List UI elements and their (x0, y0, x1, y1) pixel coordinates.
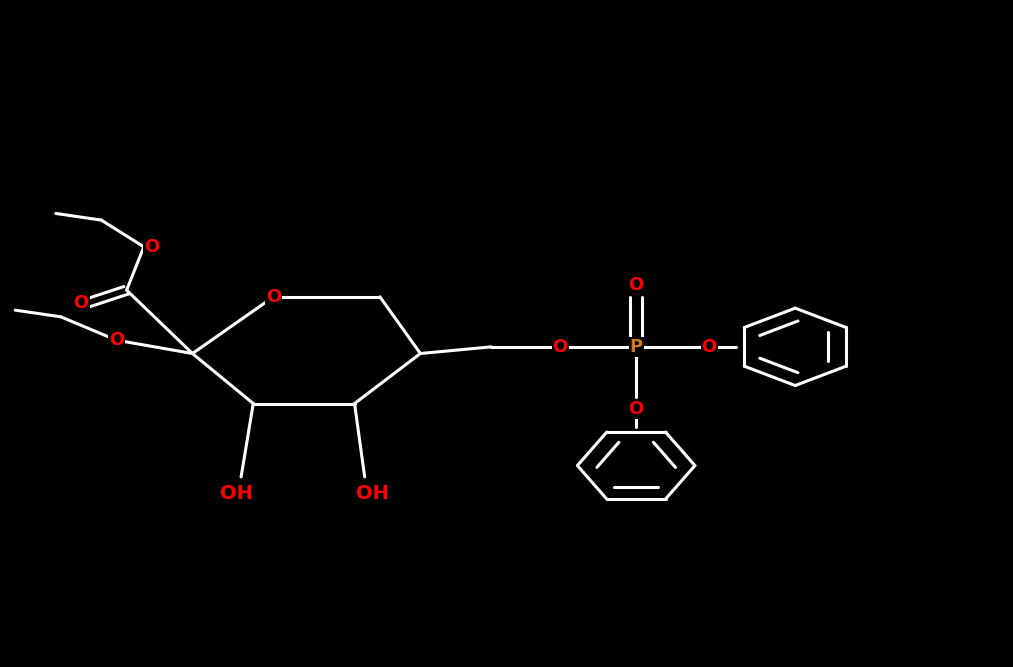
Text: O: O (265, 288, 282, 305)
Text: P: P (630, 338, 642, 356)
Text: OH: OH (357, 484, 389, 503)
Text: O: O (144, 238, 160, 255)
Text: O: O (628, 276, 644, 293)
Text: O: O (73, 295, 89, 312)
Text: O: O (628, 400, 644, 418)
Text: O: O (552, 338, 568, 356)
Text: O: O (701, 338, 717, 356)
Text: OH: OH (220, 484, 252, 503)
Text: O: O (108, 331, 125, 349)
